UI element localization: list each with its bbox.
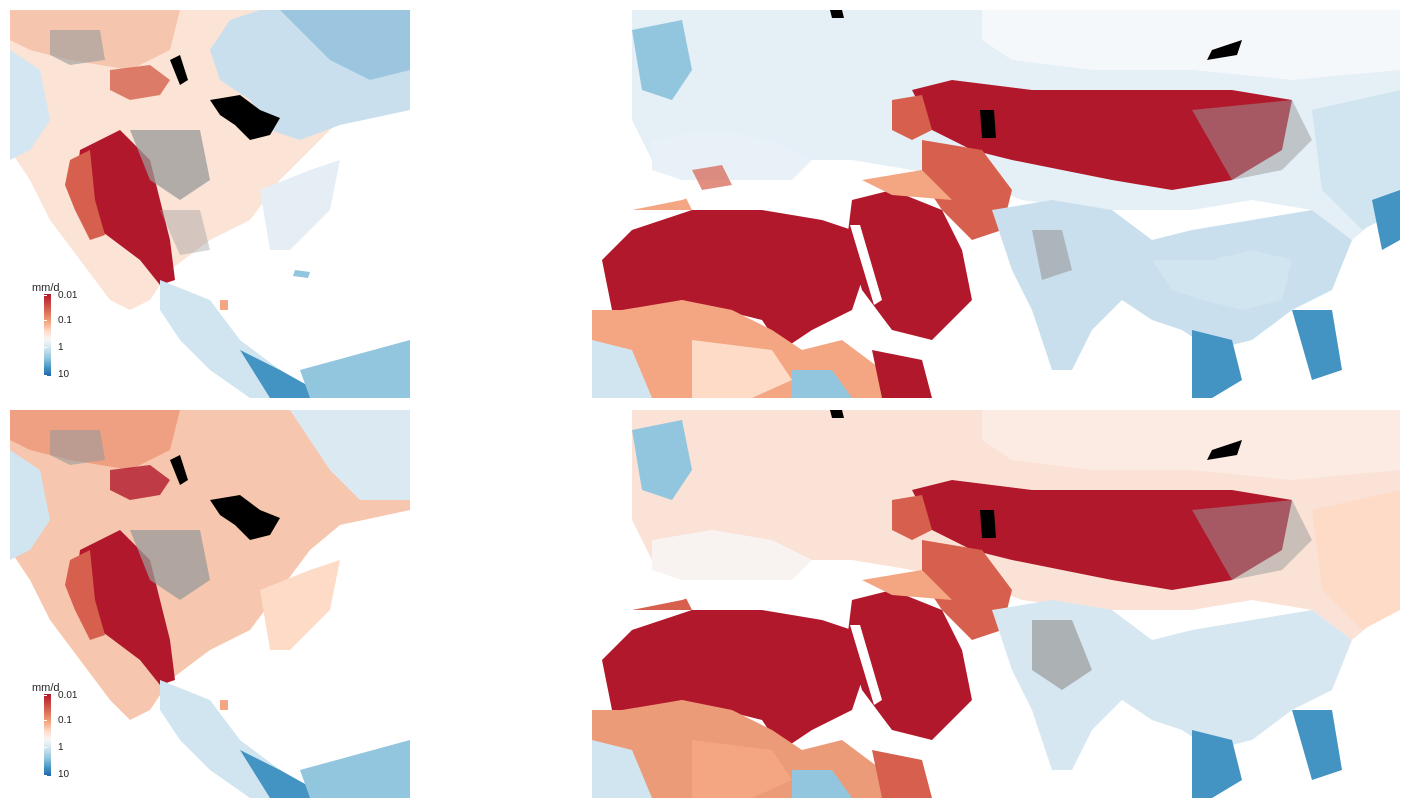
north-america-map-svg xyxy=(10,410,410,798)
map-eurasia-africa-top xyxy=(592,10,1400,398)
legend-tick xyxy=(44,320,47,321)
legend-colorbar xyxy=(44,294,51,376)
legend-label-0: 0.01 xyxy=(58,690,78,701)
panel-bottom: mm/d 0.01 0.1 1 10 xyxy=(0,410,1410,798)
legend-tick xyxy=(44,747,47,748)
eurasia-africa-map-svg xyxy=(592,10,1400,398)
legend-label-1: 0.1 xyxy=(58,315,72,326)
legend-top: mm/d 0.01 0.1 1 10 xyxy=(32,282,112,384)
map-eurasia-africa-bottom xyxy=(592,410,1400,798)
legend-label-3: 10 xyxy=(58,369,70,380)
legend-tick xyxy=(44,375,47,376)
legend-bottom: mm/d 0.01 0.1 1 10 xyxy=(32,682,112,784)
legend-label-2: 1 xyxy=(58,742,64,753)
legend-tick xyxy=(44,295,47,296)
legend-tick xyxy=(44,720,47,721)
legend-tick xyxy=(44,695,47,696)
legend-title: mm/d xyxy=(32,682,60,694)
legend-label-3: 10 xyxy=(58,769,70,780)
map-north-america-top: mm/d 0.01 0.1 1 10 xyxy=(10,10,410,398)
legend-tick xyxy=(44,347,47,348)
legend-tick xyxy=(44,775,47,776)
map-north-america-bottom: mm/d 0.01 0.1 1 10 xyxy=(10,410,410,798)
legend-title: mm/d xyxy=(32,282,60,294)
legend-colorbar xyxy=(44,694,51,776)
north-america-map-svg xyxy=(10,10,410,398)
panel-top: mm/d 0.01 0.1 1 10 xyxy=(0,10,1410,398)
legend-label-0: 0.01 xyxy=(58,290,78,301)
eurasia-africa-map-svg xyxy=(592,410,1400,798)
legend-label-1: 0.1 xyxy=(58,715,72,726)
legend-label-2: 1 xyxy=(58,342,64,353)
